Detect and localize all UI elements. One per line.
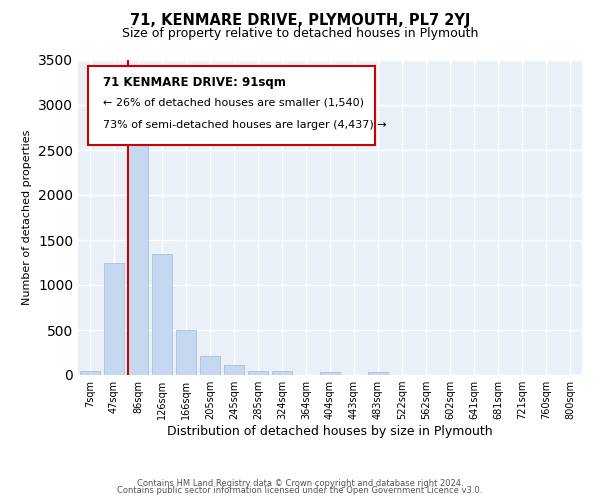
Bar — [200, 356, 220, 375]
Text: 71 KENMARE DRIVE: 91sqm: 71 KENMARE DRIVE: 91sqm — [103, 76, 286, 89]
Text: Size of property relative to detached houses in Plymouth: Size of property relative to detached ho… — [122, 28, 478, 40]
Text: Contains public sector information licensed under the Open Government Licence v3: Contains public sector information licen… — [118, 486, 482, 495]
Bar — [176, 330, 196, 375]
Text: ← 26% of detached houses are smaller (1,540): ← 26% of detached houses are smaller (1,… — [103, 98, 364, 108]
Y-axis label: Number of detached properties: Number of detached properties — [22, 130, 32, 305]
Bar — [272, 372, 292, 375]
Bar — [104, 264, 124, 375]
X-axis label: Distribution of detached houses by size in Plymouth: Distribution of detached houses by size … — [167, 425, 493, 438]
Text: 71, KENMARE DRIVE, PLYMOUTH, PL7 2YJ: 71, KENMARE DRIVE, PLYMOUTH, PL7 2YJ — [130, 12, 470, 28]
Bar — [128, 143, 148, 375]
Bar — [320, 372, 340, 375]
Text: Contains HM Land Registry data © Crown copyright and database right 2024.: Contains HM Land Registry data © Crown c… — [137, 478, 463, 488]
FancyBboxPatch shape — [88, 66, 376, 145]
Bar — [80, 370, 100, 375]
Bar — [224, 365, 244, 375]
Bar — [368, 372, 388, 375]
Bar — [152, 254, 172, 375]
Text: 73% of semi-detached houses are larger (4,437) →: 73% of semi-detached houses are larger (… — [103, 120, 387, 130]
Bar — [248, 370, 268, 375]
